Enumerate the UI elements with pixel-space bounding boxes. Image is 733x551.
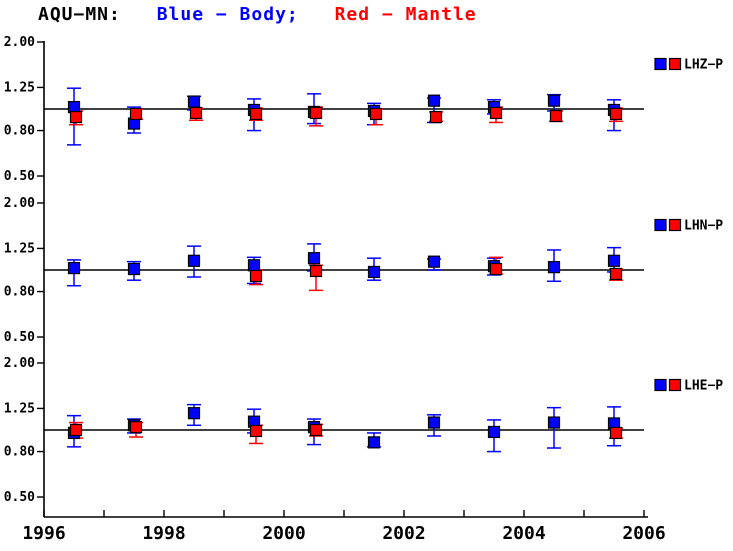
y-tick-label: 1.25	[4, 401, 35, 416]
x-tick-label: 2006	[622, 523, 665, 544]
data-point-mantle	[69, 423, 83, 437]
data-point-mantle	[309, 423, 323, 437]
data-point-mantle	[69, 110, 83, 124]
y-tick-label: 0.50	[4, 490, 35, 505]
title-mantle-legend: Red − Mantle	[334, 4, 477, 25]
data-point-mantle	[489, 106, 503, 120]
legend-label: LHZ−P	[684, 58, 723, 73]
data-point-body	[547, 94, 561, 107]
x-tick-label: 1998	[142, 523, 185, 544]
data-point-body	[547, 261, 561, 274]
x-tick-label: 1996	[22, 523, 65, 544]
y-tick-label: 0.80	[4, 445, 35, 460]
data-point-body	[427, 416, 441, 429]
data-point-mantle	[249, 269, 263, 283]
legend-swatch-body	[654, 378, 667, 392]
data-point-mantle	[609, 267, 623, 281]
y-tick-label: 1.25	[4, 80, 35, 95]
legend-label: LHN−P	[684, 219, 723, 234]
data-point-body	[67, 261, 81, 275]
data-point-body	[187, 254, 201, 267]
legend-label: LHE−P	[684, 379, 723, 394]
data-point-mantle	[249, 424, 263, 438]
data-point-body	[67, 100, 81, 114]
x-tick-label: 2004	[502, 523, 546, 544]
legend-swatch-mantle	[668, 218, 682, 232]
data-point-mantle	[309, 264, 323, 278]
data-point-body	[367, 436, 381, 449]
data-point-body	[307, 252, 321, 265]
data-point-mantle	[549, 109, 563, 123]
y-tick-label: 0.50	[4, 330, 35, 345]
data-point-body	[247, 259, 261, 272]
y-tick-label: 0.50	[4, 169, 35, 184]
chart-title: AQU−MN: Blue − Body; Red − Mantle	[38, 4, 477, 25]
data-point-mantle	[249, 107, 263, 121]
data-point-mantle	[489, 262, 503, 276]
data-point-body	[427, 255, 441, 268]
data-point-mantle	[129, 107, 143, 121]
data-point-mantle	[609, 107, 623, 121]
title-station: AQU−MN:	[38, 4, 121, 25]
data-point-mantle	[309, 106, 323, 120]
y-tick-label: 2.00	[4, 35, 35, 50]
data-point-body	[367, 265, 381, 279]
legend-swatch-body	[654, 57, 667, 71]
title-body-legend: Blue − Body;	[156, 4, 299, 25]
data-point-body	[127, 262, 141, 276]
data-point-body	[547, 416, 561, 429]
x-tick-label: 2000	[262, 523, 305, 544]
data-point-body	[607, 254, 621, 267]
data-point-mantle	[429, 110, 443, 124]
legend-swatch-body	[654, 218, 667, 232]
y-tick-label: 0.80	[4, 285, 35, 300]
y-tick-label: 2.00	[4, 196, 35, 211]
data-point-body	[187, 95, 201, 108]
y-tick-label: 0.80	[4, 124, 35, 139]
data-point-body	[487, 425, 501, 439]
data-point-body	[187, 407, 201, 420]
y-tick-label: 1.25	[4, 241, 35, 256]
data-point-mantle	[129, 421, 143, 434]
data-point-mantle	[189, 106, 203, 120]
legend-swatch-mantle	[668, 57, 682, 71]
data-point-mantle	[609, 426, 623, 440]
y-tick-label: 2.00	[4, 356, 35, 371]
data-point-body	[427, 94, 441, 107]
x-tick-label: 2002	[382, 523, 425, 544]
data-point-mantle	[369, 107, 383, 121]
legend-swatch-mantle	[668, 378, 682, 392]
